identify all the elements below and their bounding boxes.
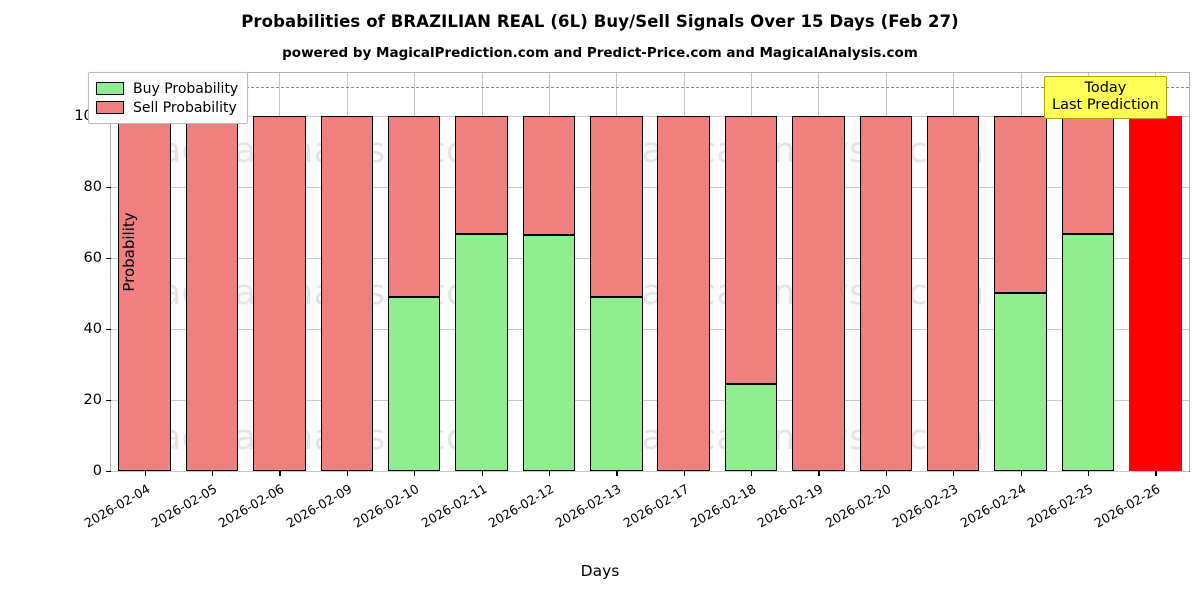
bar-segment-buy[interactable]: [387, 296, 441, 471]
legend-swatch-buy-icon: [96, 82, 124, 95]
x-axis-tick-mark: [548, 471, 551, 476]
bar-segment-sell[interactable]: [657, 115, 710, 471]
bar-segment-sell[interactable]: [590, 115, 643, 297]
bar-segment-buy[interactable]: [1061, 233, 1115, 471]
today-annotation-line1: Today: [1084, 80, 1127, 96]
bar-group[interactable]: [1061, 73, 1115, 471]
bar-group[interactable]: [387, 73, 441, 471]
x-axis-tick-mark: [212, 471, 214, 476]
bar-group[interactable]: [590, 73, 643, 471]
y-axis-label: Probability: [120, 212, 138, 292]
bar-segment-buy[interactable]: [590, 296, 643, 471]
x-axis-tick-mark: [481, 471, 483, 476]
gridline-horizontal: [111, 328, 1189, 330]
x-axis-tick-mark: [818, 471, 820, 476]
bar-group[interactable]: [792, 73, 845, 471]
y-axis-tick-label: 60: [83, 249, 102, 266]
y-axis-tick-label: 40: [83, 320, 102, 337]
bar-segment-sell[interactable]: [926, 115, 980, 471]
gridline-horizontal: [111, 115, 1189, 117]
x-axis-tick-mark: [616, 471, 618, 476]
x-axis-tick-mark: [414, 471, 416, 476]
bar-group[interactable]: [657, 73, 710, 471]
bar-group[interactable]: [185, 73, 239, 471]
x-axis-tick-mark: [346, 471, 348, 476]
gridline-horizontal: [111, 186, 1189, 188]
bar-group[interactable]: [859, 73, 913, 471]
bar-segment-buy[interactable]: [724, 383, 778, 471]
today-annotation: Today Last Prediction: [1044, 76, 1167, 120]
x-axis-label: Days: [580, 562, 620, 580]
bar-group[interactable]: [926, 73, 980, 471]
bar-series: [111, 73, 1189, 471]
y-axis-tick-label: 20: [83, 391, 102, 408]
x-axis-tick-mark: [1020, 471, 1022, 476]
gridline-horizontal: [111, 257, 1189, 259]
bar-group[interactable]: [1129, 73, 1182, 471]
legend-item-buy: Buy Probability: [96, 79, 238, 98]
bar-group[interactable]: [994, 73, 1047, 471]
bar-segment-sell[interactable]: [859, 115, 913, 471]
bar-group[interactable]: [724, 73, 778, 471]
bar-group[interactable]: [253, 73, 306, 471]
x-axis-tick-mark: [1087, 471, 1090, 476]
bar-segment-sell[interactable]: [522, 115, 576, 236]
bar-segment-sell[interactable]: [1061, 115, 1115, 234]
chart-subtitle: powered by MagicalPrediction.com and Pre…: [282, 45, 918, 61]
y-axis-tick-mark: [106, 471, 111, 473]
y-axis-tick-mark: [106, 186, 111, 188]
x-axis-tick-mark: [885, 471, 887, 476]
bar-group[interactable]: [522, 73, 576, 471]
bar-segment-sell[interactable]: [724, 115, 778, 384]
y-axis-tick-mark: [106, 257, 111, 259]
legend-item-sell: Sell Probability: [96, 98, 238, 117]
x-axis-tick-mark: [279, 471, 281, 476]
x-axis-tick-mark: [953, 471, 955, 476]
legend-swatch-sell-icon: [96, 101, 124, 114]
y-axis-tick-mark: [106, 328, 111, 331]
gridline-horizontal: [111, 471, 1189, 472]
bar-segment-sell[interactable]: [792, 115, 845, 471]
bar-segment-sell[interactable]: [253, 115, 306, 471]
x-axis-tick-mark: [683, 471, 685, 476]
y-axis-tick-mark: [106, 399, 111, 402]
bar-segment-sell[interactable]: [387, 115, 441, 297]
bar-segment-sell[interactable]: [320, 115, 374, 471]
bar-segment-buy[interactable]: [455, 233, 508, 471]
bar-segment-buy[interactable]: [994, 292, 1047, 471]
upper-limit-line: [111, 87, 1189, 89]
plot-area: MagicalAnalysis.com MagicalAnalysis.com Ma…: [74, 72, 1190, 531]
y-axis-tick-label: 0: [92, 463, 102, 479]
bar-segment-sell[interactable]: [455, 115, 508, 234]
bar-segment-sell[interactable]: [994, 115, 1047, 293]
chart-legend: Buy Probability Sell Probability: [88, 72, 249, 124]
bar-segment-buy[interactable]: [522, 235, 576, 471]
x-axis-tick-mark: [1155, 471, 1157, 476]
chart-title: Probabilities of BRAZILIAN REAL (6L) Buy…: [241, 12, 959, 31]
legend-label-buy: Buy Probability: [133, 80, 239, 97]
bar-group[interactable]: [320, 73, 374, 471]
bar-group[interactable]: [455, 73, 508, 471]
today-annotation-line2: Last Prediction: [1052, 97, 1159, 114]
gridline-horizontal: [111, 399, 1189, 401]
bar-segment-today[interactable]: [1129, 115, 1182, 471]
bar-segment-sell[interactable]: [185, 115, 239, 471]
x-axis-tick-mark: [144, 471, 146, 476]
x-axis-tick-mark: [751, 471, 753, 476]
legend-label-sell: Sell Probability: [133, 99, 237, 116]
y-axis-tick-label: 80: [83, 178, 102, 195]
